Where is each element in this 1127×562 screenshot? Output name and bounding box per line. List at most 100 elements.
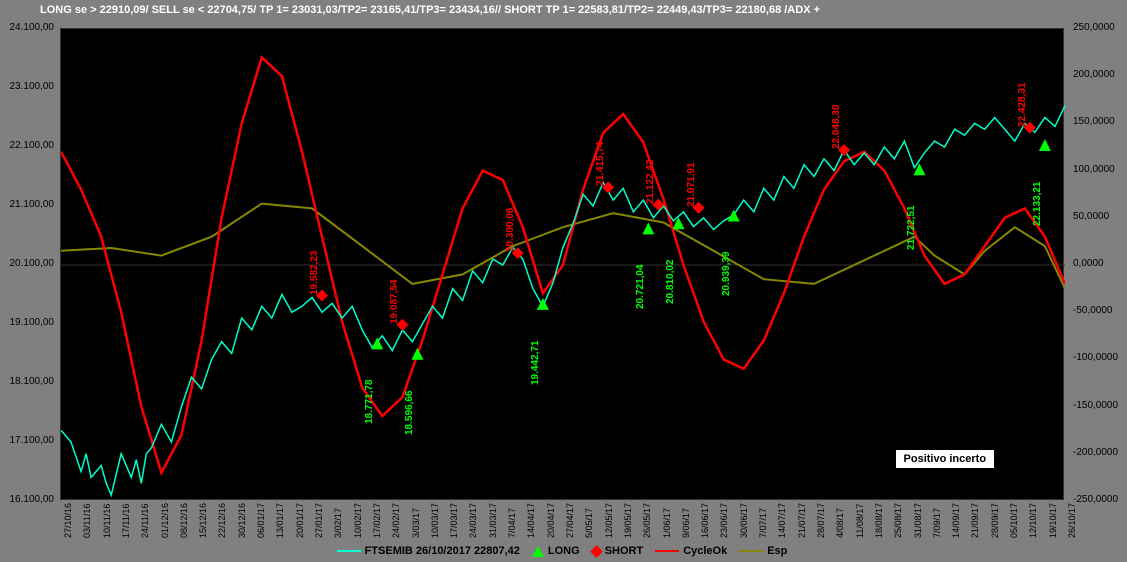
- x-tick: 10/11/16: [102, 504, 112, 538]
- y-right-tick: 150,0000: [1073, 116, 1127, 127]
- y-right-tick: 100,0000: [1073, 164, 1127, 175]
- y-right-tick: -250,0000: [1073, 494, 1127, 505]
- long-marker-label: 22.133,21: [1032, 182, 1043, 227]
- y-right-tick: -100,0000: [1073, 352, 1127, 363]
- annotation-box: Positivo incerto: [895, 449, 996, 469]
- x-tick: 20/04/17: [546, 503, 556, 538]
- long-marker-label: 18.771,78: [364, 380, 375, 425]
- x-tick: 5/05/17: [584, 508, 594, 538]
- x-tick: 17/02/17: [372, 503, 382, 538]
- x-tick: 31/03/17: [488, 503, 498, 538]
- short-marker-label: 22.048,30: [831, 105, 842, 150]
- long-marker-label: 20.939,39: [721, 252, 732, 297]
- x-tick: 06/01/17: [256, 503, 266, 538]
- legend-label: FTSEMIB 26/10/2017 22807,42: [365, 545, 520, 557]
- x-tick: 01/12/16: [160, 503, 170, 538]
- y-left-tick: 23.100,00: [0, 81, 54, 92]
- x-tick: 31/08/17: [913, 503, 923, 538]
- long-marker-label: 20.721,04: [635, 265, 646, 310]
- chart-header: LONG se > 22910,09/ SELL se < 22704,75/ …: [40, 4, 1117, 16]
- short-marker-label: 19.087,54: [389, 279, 400, 324]
- x-tick: 28/09/17: [990, 503, 1000, 538]
- long-marker-label: 18.596,66: [404, 390, 415, 435]
- y-right-tick: 0,0000: [1073, 258, 1127, 269]
- legend-item: LONG: [532, 545, 580, 557]
- x-tick: 3/03/17: [411, 508, 421, 538]
- short-marker-label: 19.582,23: [309, 250, 320, 295]
- short-marker-label: 20.300,06: [505, 208, 516, 253]
- x-tick: 16/06/17: [700, 503, 710, 538]
- y-left-tick: 19.100,00: [0, 317, 54, 328]
- x-tick: 11/08/17: [855, 504, 865, 538]
- y-left-tick: 18.100,00: [0, 376, 54, 387]
- x-tick: 12/05/17: [604, 503, 614, 538]
- x-tick: 17/11/16: [121, 504, 131, 538]
- y-right-tick: 250,0000: [1073, 22, 1127, 33]
- long-marker-label: 20.810,02: [665, 260, 676, 305]
- x-tick: 30/12/16: [237, 503, 247, 538]
- short-marker-label: 21.071,91: [686, 162, 697, 207]
- chart-legend: FTSEMIB 26/10/2017 22807,42 LONG SHORT Cycl…: [60, 542, 1064, 560]
- x-tick: 24/03/17: [468, 503, 478, 538]
- legend-label: Esp: [767, 545, 787, 557]
- x-tick: 10/03/17: [430, 503, 440, 538]
- legend-item: SHORT: [592, 545, 644, 557]
- x-tick: 23/06/17: [719, 503, 729, 538]
- y-left-tick: 21.100,00: [0, 199, 54, 210]
- x-tick: 24/11/16: [140, 504, 150, 538]
- x-tick: 20/01/17: [295, 503, 305, 538]
- short-marker-label: 22.428,31: [1017, 82, 1028, 127]
- y-right-tick: -50,0000: [1073, 305, 1127, 316]
- legend-label: LONG: [548, 545, 580, 557]
- long-marker-label: 21.722,51: [906, 206, 917, 251]
- legend-label: CycleOk: [683, 545, 727, 557]
- legend-item: CycleOk: [655, 545, 727, 557]
- y-left-tick: 22.100,00: [0, 140, 54, 151]
- x-tick: 14/04/17: [526, 503, 536, 538]
- x-tick: 7/09/17: [932, 508, 942, 538]
- y-right-tick: 50,0000: [1073, 211, 1127, 222]
- x-tick: 27/10/16: [63, 503, 73, 538]
- x-tick: 30/06/17: [739, 503, 749, 538]
- x-tick: 05/10/17: [1009, 503, 1019, 538]
- y-right-tick: -200,0000: [1073, 447, 1127, 458]
- x-tick: 7/04/17: [507, 508, 517, 538]
- x-tick: 25/08/17: [893, 503, 903, 538]
- x-tick: 10/02/17: [353, 503, 363, 538]
- x-tick: 9/06/17: [681, 508, 691, 538]
- x-tick: 1/06/17: [662, 508, 672, 538]
- x-tick: 12/10/17: [1028, 503, 1038, 538]
- x-tick: 14/07/17: [777, 503, 787, 538]
- short-marker-label: 21.122,42: [645, 159, 656, 204]
- x-tick: 3/02/17: [333, 508, 343, 538]
- x-tick: 27/04/17: [565, 503, 575, 538]
- x-tick: 7/07/17: [758, 508, 768, 538]
- x-tick: 03/11/16: [82, 504, 92, 538]
- x-tick: 17/03/17: [449, 503, 459, 538]
- y-axis-right: -250,0000-200,0000-150,0000-100,0000-50,…: [1069, 28, 1127, 500]
- y-left-tick: 20.100,00: [0, 258, 54, 269]
- x-tick: 28/07/17: [816, 503, 826, 538]
- y-right-tick: 200,0000: [1073, 69, 1127, 80]
- legend-item: Esp: [739, 545, 787, 557]
- x-axis: 27/10/16 03/11/16 10/11/16 17/11/16 24/11/16…: [60, 502, 1064, 542]
- x-tick: 26/10/17: [1067, 503, 1077, 538]
- y-right-tick: -150,0000: [1073, 400, 1127, 411]
- x-tick: 15/12/16: [198, 503, 208, 538]
- x-tick: 13/01/17: [275, 503, 285, 538]
- y-left-tick: 17.100,00: [0, 435, 54, 446]
- x-tick: 19/10/17: [1048, 503, 1058, 538]
- long-marker-label: 19.442,71: [530, 340, 541, 385]
- x-tick: 22/12/16: [217, 503, 227, 538]
- x-tick: 24/02/17: [391, 503, 401, 538]
- x-tick: 4/08/17: [835, 508, 845, 538]
- x-tick: 19/05/17: [623, 503, 633, 538]
- x-tick: 18/08/17: [874, 503, 884, 538]
- chart-plot-area: Positivo incerto 19.582,23 19.087,54 20.30…: [60, 28, 1064, 500]
- short-marker-label: 21.415,74: [595, 142, 606, 187]
- x-tick: 26/05/17: [642, 503, 652, 538]
- y-left-tick: 16.100,00: [0, 494, 54, 505]
- x-tick: 21/09/17: [970, 503, 980, 538]
- legend-label: SHORT: [605, 545, 644, 557]
- x-tick: 14/09/17: [951, 503, 961, 538]
